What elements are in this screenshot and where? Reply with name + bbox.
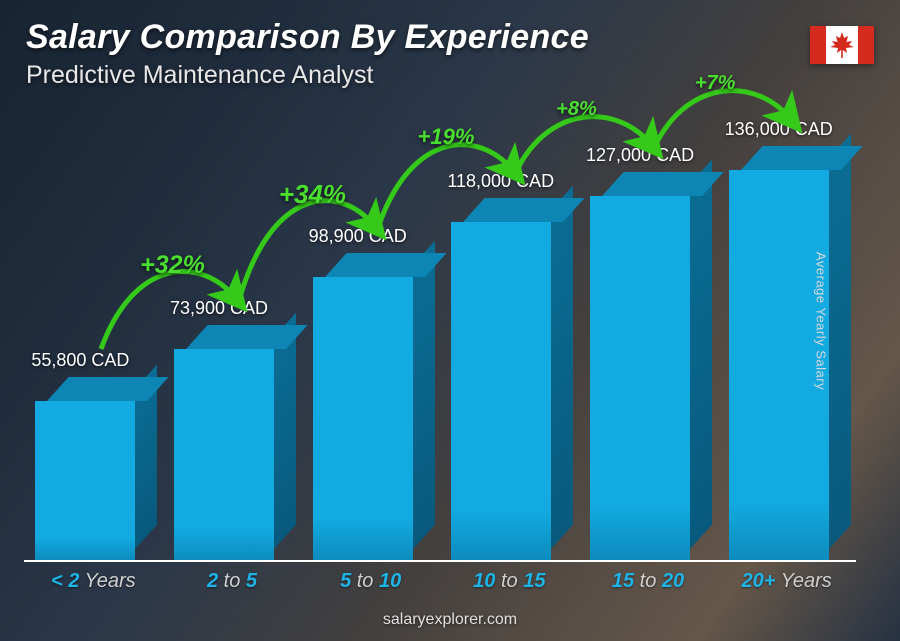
x-axis-label-1: 2 to 5 xyxy=(162,570,302,593)
x-axis-label-3: 10 to 15 xyxy=(439,570,579,593)
footer-attribution: salaryexplorer.com xyxy=(0,611,900,629)
bar-4 xyxy=(590,196,690,561)
increase-pct-label-2: +34% xyxy=(279,179,346,210)
page-title: Salary Comparison By Experience xyxy=(26,18,589,57)
x-axis-label-0: < 2 Years xyxy=(23,570,163,593)
x-axis-label-5: 20+ Years xyxy=(717,570,857,593)
bar-front xyxy=(35,401,135,561)
bar-side-face xyxy=(829,134,851,549)
bar-front xyxy=(451,222,551,561)
bar-0 xyxy=(35,401,135,561)
chart-baseline xyxy=(24,560,856,562)
bar-3 xyxy=(451,222,551,561)
header: Salary Comparison By Experience Predicti… xyxy=(26,18,589,90)
country-flag-canada xyxy=(810,26,874,64)
increase-pct-label-5: +7% xyxy=(695,72,736,95)
increase-pct-label-3: +19% xyxy=(418,124,475,150)
x-axis-label-4: 15 to 20 xyxy=(578,570,718,593)
page-subtitle: Predictive Maintenance Analyst xyxy=(26,61,589,90)
increase-pct-label-4: +8% xyxy=(556,98,597,121)
x-axis-label-2: 5 to 10 xyxy=(301,570,441,593)
bar-side-face xyxy=(413,240,435,549)
bar-front xyxy=(590,196,690,561)
increase-pct-label-1: +32% xyxy=(140,251,205,280)
y-axis-label: Average Yearly Salary xyxy=(813,251,828,389)
bar-side-face xyxy=(690,159,712,549)
bar-side-face xyxy=(551,185,573,549)
